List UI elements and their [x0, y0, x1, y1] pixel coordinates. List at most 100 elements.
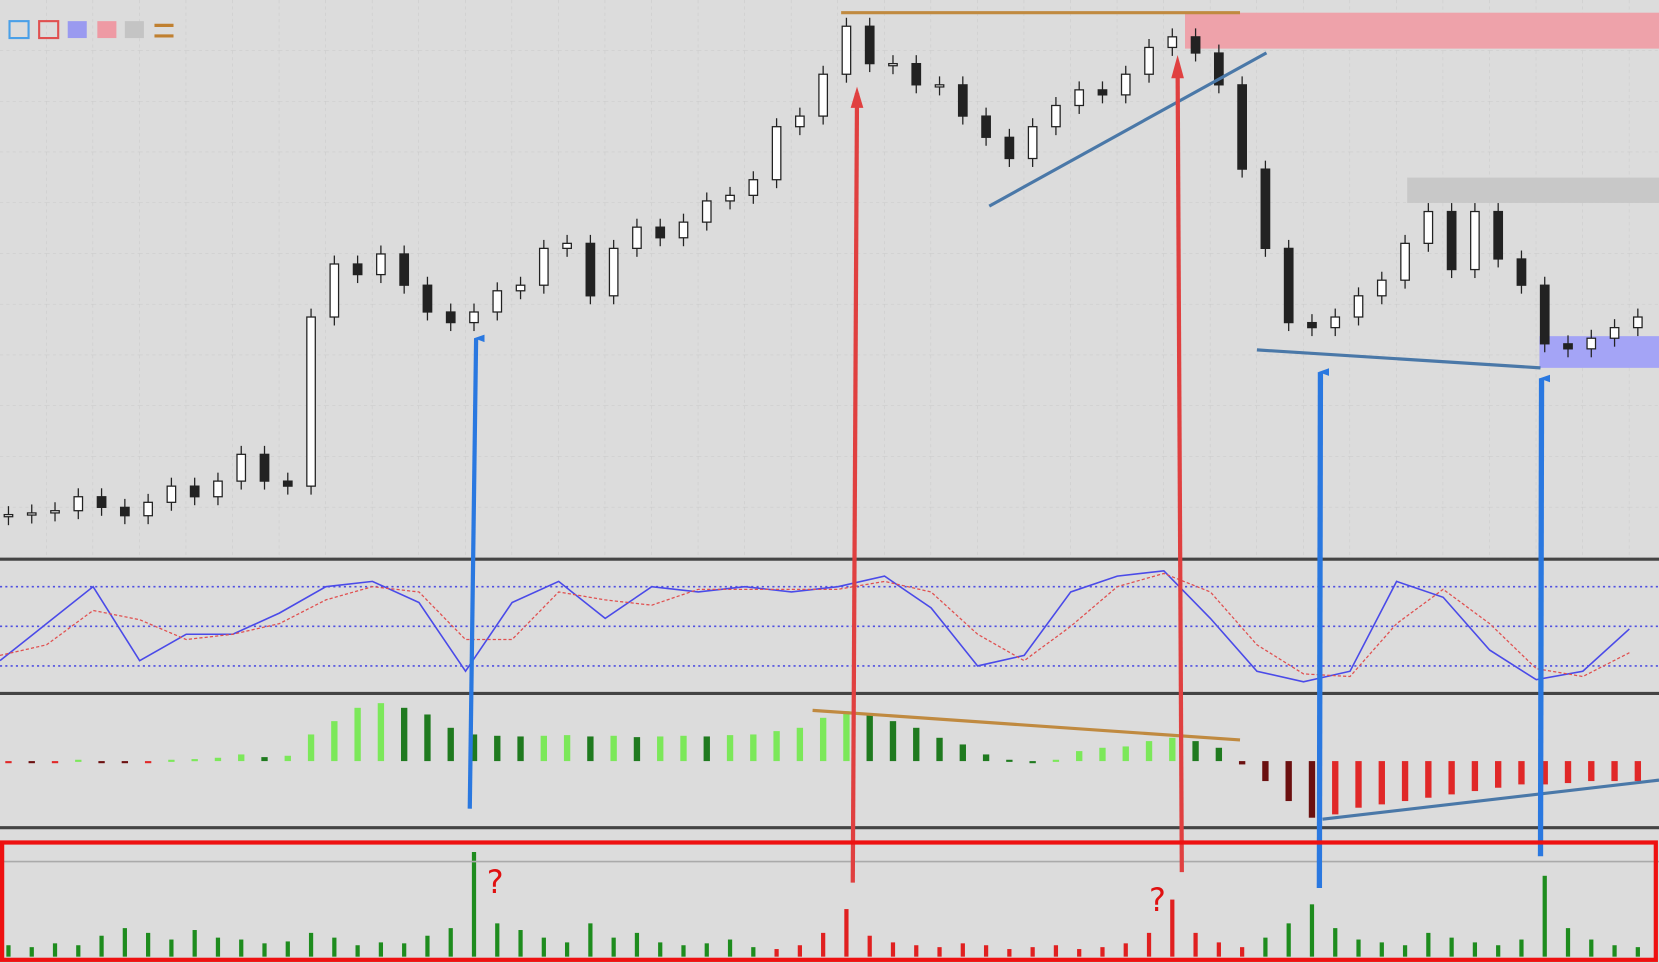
- candle: [1004, 136, 1015, 160]
- histogram-bar: [1425, 761, 1432, 798]
- candle: [1167, 36, 1178, 49]
- histogram-bar: [1215, 747, 1223, 762]
- histogram-bar: [1006, 759, 1013, 762]
- candle: [119, 506, 130, 517]
- volume-bar: [1333, 928, 1338, 957]
- histogram-bar: [307, 734, 315, 762]
- histogram-bar: [703, 736, 710, 762]
- volume-bar: [1123, 943, 1128, 957]
- volume-bar: [1100, 947, 1105, 957]
- volume-bar: [751, 947, 756, 957]
- candle: [1609, 326, 1620, 339]
- icon: [124, 21, 144, 39]
- volume-bar: [960, 943, 965, 957]
- volume-bar: [122, 928, 127, 957]
- trendline: [1322, 778, 1659, 821]
- volume-bar: [1007, 949, 1012, 957]
- volume-bar: [1286, 923, 1291, 957]
- candle: [608, 247, 619, 297]
- histogram-bar: [680, 735, 687, 762]
- arrowhead: [1171, 54, 1184, 79]
- histogram-bar: [214, 757, 222, 762]
- histogram-bar: [191, 759, 198, 762]
- histogram-bar: [633, 737, 641, 762]
- histogram-bar: [610, 735, 617, 762]
- volume-bar: [937, 947, 942, 957]
- trendline: [988, 51, 1268, 208]
- histogram-bar: [959, 744, 966, 762]
- volume-bar: [704, 943, 709, 957]
- histogram-bar: [866, 714, 873, 762]
- histogram-bar: [982, 754, 990, 762]
- histogram-bar: [1169, 737, 1176, 762]
- candle: [1190, 36, 1201, 54]
- volume-bar: [425, 935, 430, 957]
- volume-bar: [378, 942, 384, 957]
- gray-zone: [1407, 177, 1659, 203]
- histogram-bar: [750, 734, 757, 762]
- candle: [213, 480, 223, 498]
- candle: [934, 84, 945, 88]
- volume-bar: [658, 942, 663, 957]
- histogram-bar: [284, 755, 291, 762]
- candle: [655, 226, 666, 239]
- candle: [1400, 242, 1410, 281]
- trendline: [812, 708, 1241, 742]
- arrow: [1316, 372, 1320, 888]
- candle: [259, 453, 270, 482]
- histogram-bar: [1145, 741, 1153, 762]
- candle: [282, 480, 293, 487]
- candle: [841, 25, 852, 75]
- volume-bar: [1263, 937, 1268, 957]
- legend-icons: [8, 20, 174, 40]
- histogram-bar: [121, 761, 129, 764]
- grid: [0, 0, 1659, 559]
- arrow: [467, 338, 476, 809]
- candle: [701, 200, 712, 223]
- candle: [538, 247, 549, 286]
- histogram-bar: [517, 736, 524, 762]
- candle: [1423, 210, 1434, 244]
- candle: [725, 194, 735, 202]
- histogram-bar: [238, 754, 245, 762]
- histogram-bar: [1029, 761, 1036, 764]
- volume-bar: [611, 937, 616, 957]
- volume-bar: [1193, 932, 1198, 957]
- histogram-bar: [331, 721, 338, 762]
- histogram-bar: [657, 736, 664, 762]
- volume-bar: [402, 943, 407, 957]
- volume-bar: [29, 947, 34, 957]
- candle: [1283, 247, 1294, 324]
- candle: [1074, 89, 1085, 107]
- candle: [795, 115, 805, 128]
- candle: [73, 496, 84, 512]
- volume-bar: [1565, 928, 1571, 957]
- histogram-bar: [400, 707, 408, 762]
- arrow: [1175, 63, 1184, 873]
- candle: [1446, 210, 1457, 271]
- histogram-bar: [540, 735, 548, 762]
- candle: [888, 62, 898, 67]
- oscillator-line: [0, 572, 1630, 678]
- candle: [864, 25, 875, 65]
- histogram-bar: [1518, 761, 1525, 785]
- volume-bar: [6, 945, 11, 957]
- supply-zone: [1185, 12, 1659, 49]
- candle: [329, 263, 340, 318]
- candle: [399, 253, 410, 286]
- volume-bar: [1496, 945, 1501, 957]
- icon: [8, 20, 30, 40]
- histogram-bar: [1355, 761, 1362, 808]
- volume-bar: [355, 945, 360, 957]
- volume-bar: [541, 937, 546, 957]
- histogram-bar: [75, 759, 82, 762]
- candle: [1097, 89, 1108, 96]
- candle: [1237, 84, 1248, 170]
- icon: [38, 20, 60, 40]
- candle: [911, 62, 922, 86]
- candle: [1493, 210, 1504, 260]
- icon: [97, 21, 117, 39]
- volume-bar: [239, 939, 244, 957]
- volume-bar: [1077, 949, 1082, 957]
- volume-bar: [867, 935, 872, 957]
